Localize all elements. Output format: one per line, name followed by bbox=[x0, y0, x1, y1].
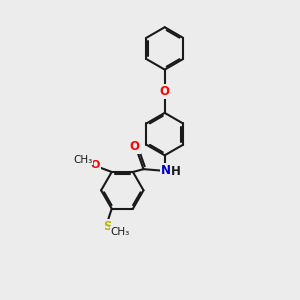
Text: O: O bbox=[130, 140, 140, 153]
Text: S: S bbox=[103, 220, 112, 232]
Text: CH₃: CH₃ bbox=[73, 154, 92, 165]
Text: H: H bbox=[171, 165, 181, 178]
Text: O: O bbox=[90, 160, 100, 170]
Text: CH₃: CH₃ bbox=[110, 227, 129, 237]
Text: O: O bbox=[160, 85, 170, 98]
Text: N: N bbox=[161, 164, 171, 177]
